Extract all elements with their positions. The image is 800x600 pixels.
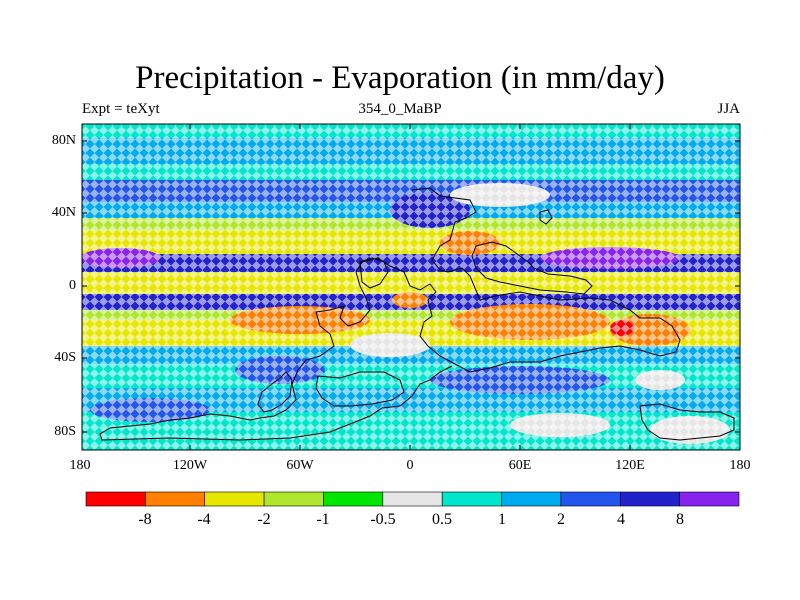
season-label: JJA <box>717 101 740 117</box>
lat-label-80n: 80N <box>51 133 76 148</box>
colorbar-label-m4: -4 <box>197 511 211 528</box>
plot-title: Precipitation - Evaporation (in mm/day) <box>135 60 665 96</box>
colorbar-label-p1: 1 <box>498 511 506 528</box>
colorbar-label-m2: -2 <box>257 511 271 528</box>
colorbar-swatch-8 <box>560 491 621 507</box>
colorbar-swatch-6 <box>441 491 502 507</box>
colorbar-swatch-5 <box>382 491 443 507</box>
colorbar-label-m1: -1 <box>316 511 330 528</box>
colorbar <box>85 491 740 507</box>
colorbar-swatch-9 <box>619 491 680 507</box>
colorbar-swatch-2 <box>204 491 265 507</box>
colorbar-label-p8: 8 <box>676 511 684 528</box>
period-label: 354_0_MaBP <box>358 101 442 117</box>
tick-marks <box>82 124 740 450</box>
plot-frame <box>81 123 741 451</box>
colorbar-swatch-3 <box>263 491 324 507</box>
colorbar-label-m8: -8 <box>138 511 152 528</box>
lat-label-40s: 40S <box>54 350 76 365</box>
colorbar-swatch-7 <box>501 491 562 507</box>
lat-label-80s: 80S <box>54 424 76 439</box>
lon-label-180w: 180 <box>69 458 91 473</box>
lon-label-120w: 120W <box>172 458 208 473</box>
colorbar-label-m05: -0.5 <box>370 511 396 528</box>
colorbar-swatch-10 <box>679 491 740 507</box>
lon-label-120e: 120E <box>615 458 645 473</box>
colorbar-label-p05: 0.5 <box>432 511 452 528</box>
colorbar-label-p4: 4 <box>617 511 625 528</box>
colorbar-swatch-4 <box>323 491 384 507</box>
field-layer <box>82 124 740 450</box>
lon-label-60e: 60E <box>508 458 532 473</box>
lon-label-180e: 180 <box>729 458 751 473</box>
lon-label-60w: 60W <box>286 458 314 473</box>
colorbar-label-p2: 2 <box>557 511 565 528</box>
land-outlines <box>99 187 735 441</box>
lat-label-eq: 0 <box>69 278 76 293</box>
colorbar-swatch-0 <box>85 491 146 507</box>
lon-label-0: 0 <box>406 458 414 473</box>
lat-label-40n: 40N <box>51 205 76 220</box>
experiment-label: Expt = teXyt <box>82 101 160 117</box>
colorbar-swatch-1 <box>145 491 206 507</box>
